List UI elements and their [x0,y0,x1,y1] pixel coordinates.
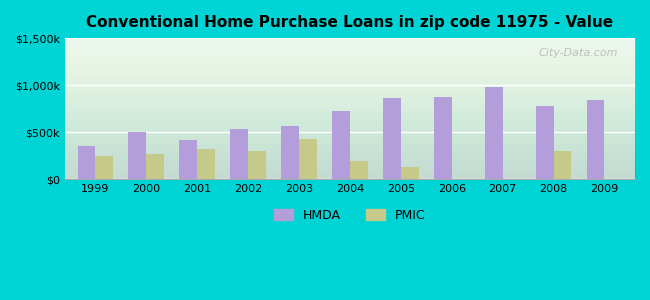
Bar [96,156,113,179]
Bar [77,146,96,179]
Bar [299,139,317,179]
Bar [401,167,419,179]
Bar [434,97,452,179]
Bar [554,151,571,179]
Text: City-Data.com: City-Data.com [538,48,618,58]
Legend: HMDA, PMIC: HMDA, PMIC [269,204,430,227]
Bar [248,151,266,179]
Bar [587,100,605,179]
Bar [485,87,502,179]
Bar [281,126,299,179]
Bar [383,98,401,179]
Title: Conventional Home Purchase Loans in zip code 11975 - Value: Conventional Home Purchase Loans in zip … [86,15,614,30]
Bar [197,149,215,179]
Bar [179,140,197,179]
Bar [146,154,164,179]
Bar [230,129,248,179]
Bar [350,160,368,179]
Bar [536,106,554,179]
Bar [129,132,146,179]
Bar [332,111,350,179]
